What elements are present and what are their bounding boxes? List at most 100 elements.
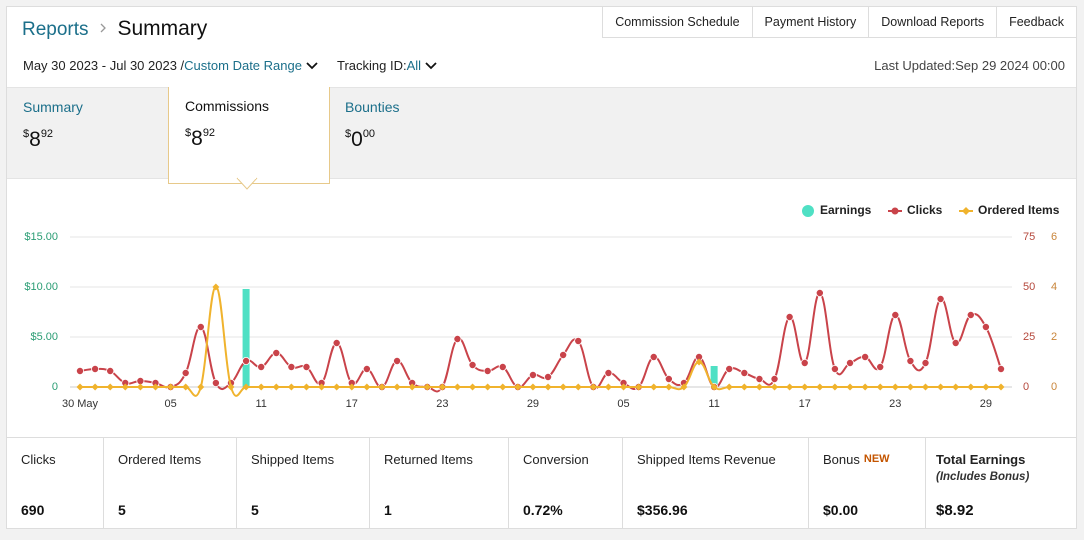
- summary-tab[interactable]: Summary $892: [7, 88, 167, 178]
- point: [272, 383, 280, 391]
- tracking-value[interactable]: All: [406, 58, 422, 73]
- stat-label: Bonus NEW: [823, 452, 890, 467]
- point: [514, 383, 522, 391]
- page-title: Summary: [117, 17, 208, 40]
- dropdown-arrow: [305, 62, 318, 70]
- tab[interactable]: Commission Schedule: [602, 7, 752, 38]
- legend-label: Earnings: [820, 203, 872, 217]
- tick-label: 2: [1051, 331, 1057, 343]
- point: [498, 362, 507, 371]
- point: [211, 378, 220, 387]
- commissions-tab[interactable]: Commissions $892: [168, 87, 330, 184]
- point: [559, 383, 567, 391]
- tick-label: 4: [1051, 281, 1057, 293]
- point: [967, 383, 975, 391]
- stat-value: 5: [251, 502, 259, 518]
- tick-label: 25: [1023, 331, 1035, 343]
- tick-label: $15.00: [24, 231, 58, 243]
- date-filter: May 30 2023 - Jul 30 2023 /Custom Date R…: [23, 58, 318, 73]
- stat: Clicks 690: [7, 438, 104, 529]
- x-tick-label: 23: [436, 398, 448, 410]
- tab[interactable]: Payment History: [751, 7, 869, 38]
- point: [272, 348, 281, 357]
- point: [559, 350, 568, 359]
- point: [393, 356, 402, 365]
- stat-label: Returned Items: [384, 452, 473, 467]
- point: [815, 288, 824, 297]
- tick-label: 0: [52, 381, 58, 393]
- stat: Shipped Items Revenue $356.96: [623, 438, 809, 529]
- stat-value: $0.00: [823, 502, 859, 518]
- tab[interactable]: Download Reports: [868, 7, 997, 38]
- point: [725, 364, 734, 373]
- point: [227, 383, 235, 391]
- point: [740, 368, 749, 377]
- summary-tab-title: Bounties: [345, 99, 400, 115]
- point: [378, 383, 386, 391]
- stat: Ordered Items 5: [104, 438, 237, 529]
- bounties-tab[interactable]: Bounties $000: [329, 88, 489, 178]
- top-tabs: Commission Schedule Payment History Down…: [602, 7, 1076, 38]
- point: [242, 383, 250, 391]
- summary-tab-title: Commissions: [185, 98, 270, 114]
- point: [861, 383, 869, 391]
- point: [212, 283, 220, 291]
- stat-value: 0.72%: [523, 502, 563, 518]
- summary-tab-title: Summary: [23, 99, 83, 115]
- breadcrumb: Reports Summary: [22, 17, 207, 41]
- x-tick-label: 17: [799, 398, 811, 410]
- stat-value: $8.92: [936, 502, 974, 519]
- point: [650, 383, 658, 391]
- stat-label: Conversion: [523, 452, 589, 467]
- point: [831, 383, 839, 391]
- fraction: 92: [40, 128, 54, 140]
- x-tick-label: 23: [889, 398, 901, 410]
- tab[interactable]: Feedback: [996, 7, 1076, 38]
- point: [665, 383, 673, 391]
- point: [891, 383, 899, 391]
- currency: $: [185, 127, 192, 139]
- legend-swatch: [802, 205, 814, 217]
- summary-amount: $000: [345, 128, 375, 152]
- stat-note: (Includes Bonus): [936, 471, 1030, 483]
- x-tick-label: 29: [527, 398, 539, 410]
- point: [649, 352, 658, 361]
- point: [922, 383, 930, 391]
- point: [620, 383, 628, 391]
- stats-row: Clicks 690 Ordered Items 5 Shipped Items 5 …: [7, 437, 1076, 529]
- point: [589, 383, 597, 391]
- point: [544, 372, 553, 381]
- point: [332, 338, 341, 347]
- point: [635, 383, 643, 391]
- point: [91, 364, 100, 373]
- point: [801, 383, 809, 391]
- fraction: 92: [202, 127, 216, 139]
- point: [725, 383, 733, 391]
- point: [785, 312, 794, 321]
- point: [483, 366, 492, 375]
- tick-label: $5.00: [30, 331, 58, 343]
- point: [695, 358, 703, 366]
- reports-link[interactable]: Reports: [22, 19, 89, 40]
- point: [710, 383, 718, 391]
- point: [876, 362, 885, 371]
- point: [76, 366, 85, 375]
- point: [106, 366, 115, 375]
- point: [181, 368, 190, 377]
- point: [167, 383, 175, 391]
- point: [333, 383, 341, 391]
- stat-value: 690: [21, 502, 45, 518]
- whole: 8: [29, 128, 41, 151]
- point: [544, 383, 552, 391]
- point: [786, 383, 794, 391]
- summary-band: Summary $892 Commissions $892 Bounties $…: [7, 87, 1076, 184]
- stat-label: Shipped Items: [251, 452, 335, 467]
- point: [936, 294, 945, 303]
- range-picker[interactable]: Custom Date Range: [184, 58, 302, 73]
- point: [121, 383, 129, 391]
- point: [242, 356, 251, 365]
- point: [997, 383, 1005, 391]
- stat-value: 1: [384, 502, 392, 518]
